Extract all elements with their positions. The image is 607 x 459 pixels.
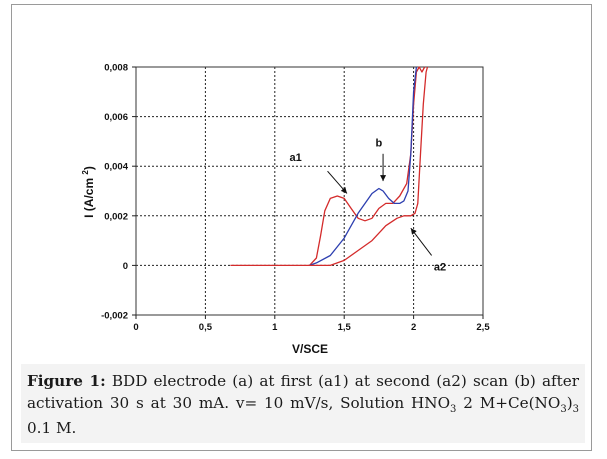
x-tick-label: 1: [272, 322, 278, 333]
figure-caption: Figure 1: BDD electrode (a) at first (a1…: [21, 364, 585, 443]
series-line-a2: [309, 66, 429, 267]
y-tick-label: 0,004: [104, 162, 128, 173]
series-line-b: [309, 66, 418, 267]
annotation-label-a1: a1: [289, 152, 301, 164]
figure-frame: [11, 4, 592, 451]
series-line-a1: [230, 66, 426, 267]
x-tick-label: 0,5: [199, 322, 213, 333]
annotation-arrow-a2: [410, 227, 433, 256]
x-tick-label: 2: [411, 322, 416, 333]
y-axis-label: I (A/cm 2): [81, 166, 96, 218]
caption-sub-2: 3: [560, 404, 567, 415]
y-tick-label: 0,002: [104, 211, 128, 222]
caption-sub-3: 3: [572, 404, 579, 415]
caption-sub-1: 3: [450, 404, 457, 415]
x-tick-label: 0: [133, 322, 138, 333]
caption-text-3: ): [566, 394, 573, 412]
y-tick-label: 0,008: [104, 63, 128, 74]
y-tick-label: -0,002: [101, 311, 128, 322]
x-tick-label: 1,5: [338, 322, 352, 333]
x-tick-label: 2,5: [476, 322, 490, 333]
caption-text-2: 2 M+Ce(NO: [456, 394, 561, 412]
annotation-label-b: b: [376, 137, 383, 149]
caption-text-4: 0.1 M.: [27, 419, 77, 437]
caption-label: Figure 1:: [27, 372, 106, 390]
plot-area-border: [135, 66, 484, 316]
caption-text-1: BDD electrode (a) at first (a1) at secon…: [27, 372, 580, 412]
y-tick-label: 0,006: [104, 112, 128, 123]
x-axis-label: V/SCE: [292, 342, 328, 356]
annotation-arrow-a1: [327, 170, 348, 194]
y-tick-label: 0: [123, 261, 128, 272]
annotation-label-a2: a2: [434, 261, 446, 273]
